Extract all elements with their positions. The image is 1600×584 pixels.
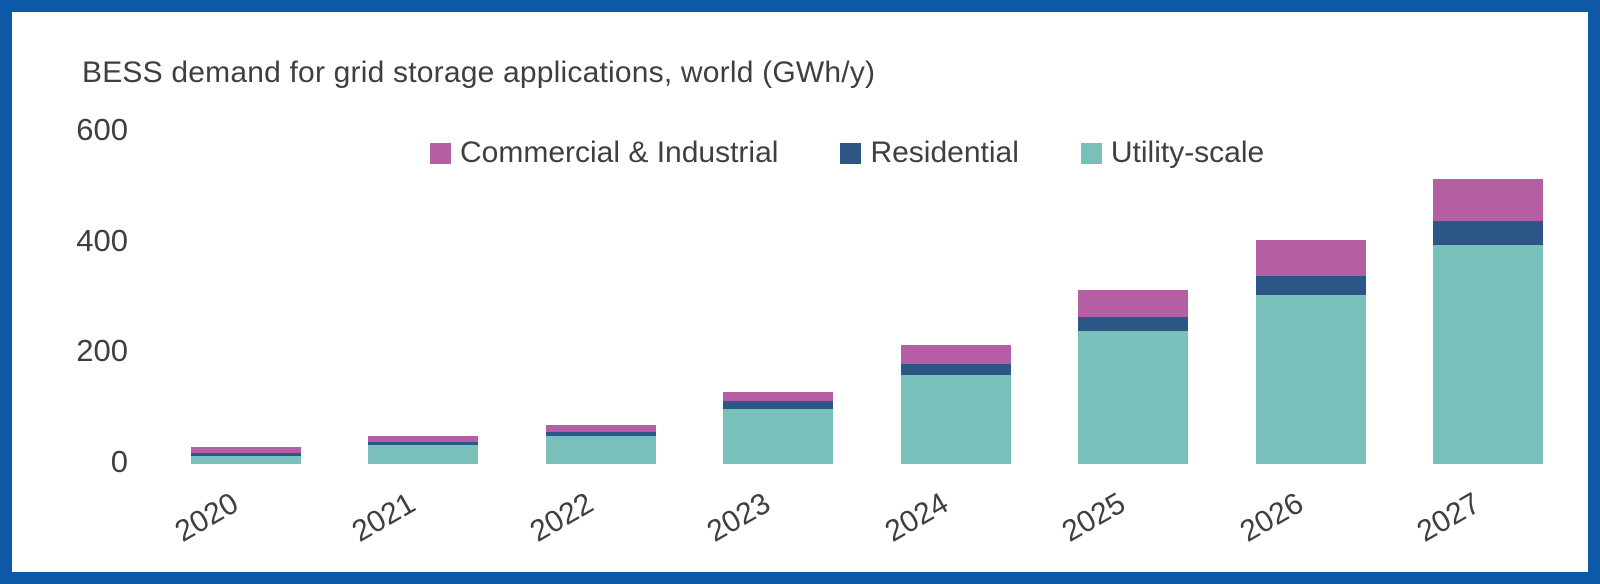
bar-segment-2025-commercial-industrial: [1078, 289, 1189, 318]
bar-2022: [545, 425, 656, 464]
bar-segment-2023-utility-scale: [723, 408, 834, 464]
bar-segment-2026-utility-scale: [1255, 295, 1366, 464]
bar-segment-2020-residential: [190, 452, 301, 456]
legend-item-commercial-industrial: Commercial & Industrial: [430, 136, 778, 170]
utility-scale-swatch-icon: [1080, 142, 1102, 164]
residential-swatch-icon: [840, 142, 862, 164]
bar-2027: [1433, 179, 1544, 464]
bar-segment-2027-utility-scale: [1433, 245, 1544, 464]
bar-segment-2025-residential: [1078, 317, 1189, 332]
x-axis-tick-label-2020: 2020: [169, 486, 244, 549]
y-axis-tick-label: 0: [110, 444, 128, 479]
x-axis-tick-label-2024: 2024: [879, 486, 954, 549]
x-axis-tick-label-2027: 2027: [1411, 486, 1487, 549]
bar-segment-2022-residential: [545, 431, 656, 437]
y-axis-tick-label: 600: [76, 112, 128, 147]
bar-segment-2027-residential: [1433, 220, 1544, 246]
legend-label-utility-scale: Utility-scale: [1110, 136, 1265, 169]
bar-segment-2022-utility-scale: [545, 436, 656, 464]
bar-segment-2021-residential: [368, 441, 479, 445]
x-axis-tick-label-2022: 2022: [524, 486, 599, 549]
chart-title: BESS demand for grid storage application…: [82, 56, 876, 89]
legend-item-residential: Residential: [840, 136, 1019, 170]
bar-segment-2022-commercial-industrial: [545, 425, 656, 432]
plot-area: 2020 2021 2022 2023 2024 2025 2026 2027: [157, 132, 1577, 549]
bar-2026: [1255, 239, 1366, 464]
bar-segment-2020-utility-scale: [190, 455, 301, 464]
bar-segment-2023-residential: [723, 401, 834, 409]
legend-label-commercial-industrial: Commercial & Industrial: [460, 136, 779, 169]
x-axis-tick-label-2023: 2023: [701, 486, 777, 549]
bar-2024: [900, 345, 1011, 464]
bar-segment-2024-utility-scale: [900, 375, 1011, 464]
bar-segment-2021-commercial-industrial: [368, 436, 479, 442]
bar-2020: [190, 447, 301, 464]
y-axis-tick-label: 400: [76, 222, 128, 258]
bar-segment-2026-residential: [1255, 275, 1366, 296]
x-axis-tick-label-2021: 2021: [346, 486, 422, 549]
x-axis-tick-label-2026: 2026: [1234, 486, 1309, 549]
commercial-industrial-swatch-icon: [430, 142, 451, 164]
x-axis-tick-label-2025: 2025: [1056, 486, 1132, 549]
legend-item-utility-scale: Utility-scale: [1080, 136, 1265, 170]
bar-segment-2024-residential: [900, 364, 1011, 376]
legend: Commercial & Industrial Residential Util…: [430, 136, 1264, 170]
bar-2023: [723, 392, 834, 464]
y-axis-tick-label: 200: [76, 333, 128, 369]
bar-segment-2023-commercial-industrial: [723, 392, 834, 402]
bar-segment-2027-commercial-industrial: [1433, 179, 1544, 221]
legend-label-residential: Residential: [870, 136, 1019, 169]
bar-segment-2026-commercial-industrial: [1255, 239, 1366, 276]
bar-segment-2021-utility-scale: [368, 444, 479, 464]
bar-segment-2020-commercial-industrial: [190, 447, 301, 453]
bar-segment-2025-utility-scale: [1078, 331, 1189, 464]
bar-segment-2024-commercial-industrial: [900, 345, 1011, 365]
bar-2021: [368, 436, 479, 464]
bar-2025: [1078, 289, 1189, 464]
